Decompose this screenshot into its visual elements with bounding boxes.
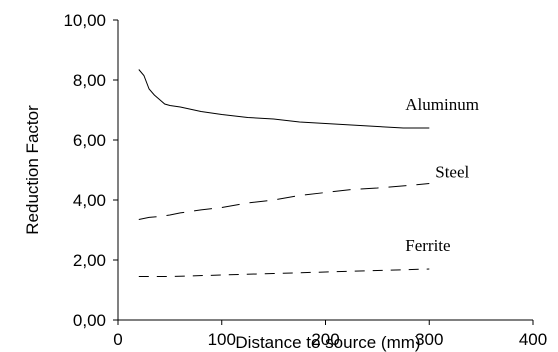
y-tick-label: 8,00: [73, 71, 106, 90]
y-tick-label: 0,00: [73, 311, 106, 330]
axes: 0,00 2,00 4,00 6,00 8,00 10,00 0 100 200 300 400: [63, 11, 547, 349]
y-tick-label: 10,00: [63, 11, 106, 30]
y-tick-label: 6,00: [73, 131, 106, 150]
series-layer: [138, 69, 430, 277]
y-tick-label: 4,00: [73, 191, 106, 210]
x-tick-label: 0: [113, 330, 122, 349]
series-line-steel: [138, 183, 430, 220]
series-line-ferrite: [138, 268, 430, 277]
labels-layer: Aluminum Steel Ferrite: [405, 95, 479, 255]
x-tick-label: 300: [415, 330, 443, 349]
y-tick-label: 2,00: [73, 251, 106, 270]
x-axis-title: Distance to source (mm): [235, 333, 420, 352]
x-tick-label: 100: [208, 330, 236, 349]
x-tick-label: 400: [519, 330, 547, 349]
y-axis-title: Reduction Factor: [23, 105, 42, 235]
series-label-steel: Steel: [435, 163, 469, 182]
x-tick-label: 200: [311, 330, 339, 349]
series-label-ferrite: Ferrite: [405, 236, 450, 255]
series-line-aluminum: [138, 69, 430, 129]
series-label-aluminum: Aluminum: [405, 95, 479, 114]
